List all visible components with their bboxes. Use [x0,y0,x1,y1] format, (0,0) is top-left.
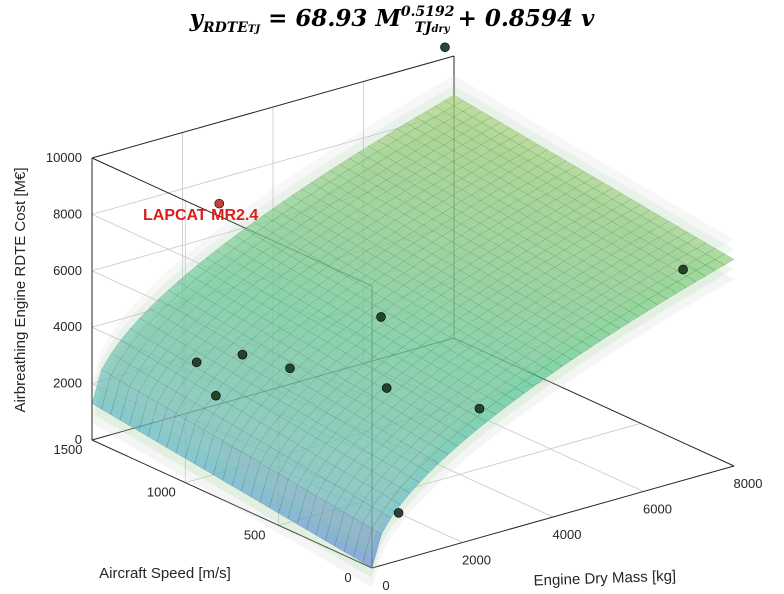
title-var2: v [580,5,595,32]
surface-cell [581,355,601,367]
surface-cell [543,380,563,393]
surface-cell [524,381,544,394]
surface-cell [448,452,468,466]
title-exponent: 0.5192 [400,4,455,20]
surface-cell [657,307,677,319]
surface-cell [648,313,668,325]
surface-cell [667,301,687,313]
surface-cell [438,460,458,475]
title-equals: = [260,5,296,32]
surface-cell [400,496,420,513]
surface-cell [534,375,554,388]
surface-cell [620,319,639,331]
surface-cell [562,367,582,380]
surface-cell [677,295,696,308]
surface-cell [696,273,716,285]
surface-cell [515,400,534,413]
title-var: M [375,5,401,32]
title-plus: + [449,5,485,32]
surface-cell [543,368,563,381]
surface-cell [505,407,525,420]
surface-cell [610,325,630,337]
surface-cell [629,324,649,337]
surface-cell [572,349,592,362]
surface-cell [410,486,430,503]
y-axis-line [91,439,373,569]
surface-cell [658,296,678,308]
chart-title: yRDTETJ = 68.93 M0.5192TJdry + 0.8594 v [0,4,784,36]
surface-cell [496,414,515,428]
surface-cell [381,518,401,538]
surface-cell [696,284,715,296]
surface-cell [486,421,506,435]
surface-cell [638,318,658,331]
surface-cell [619,330,639,343]
surface-cell [524,393,544,407]
title-y: y [189,5,204,32]
x-axis-line [371,465,735,569]
surface-cell [715,273,734,285]
surface-cell [476,428,496,442]
title-coef2: 0.8594 [484,5,573,32]
surface-cell [572,361,592,374]
surface-cell [429,468,449,484]
surface-cell [686,290,706,302]
surfaces [91,75,735,588]
surface-cell [591,348,611,361]
surface-cell [553,362,573,375]
title-y-sub: RDTETJ [203,20,261,36]
surface-cell [486,409,506,422]
surface-cell [667,290,687,302]
surface-cell [610,336,630,349]
surface-cell [515,388,535,401]
surface-cell [600,342,620,355]
box-edge [91,55,455,159]
surface-cell [705,279,725,291]
surface-cell [581,343,601,356]
surface-cell [505,395,525,408]
surface-cell [686,279,706,291]
surface-cell [553,374,573,387]
title-coef1: 68.93 [295,5,368,32]
surface-cell [467,436,487,450]
surface-cell [629,313,649,325]
title-var-sub: TJdry [414,20,450,36]
surface-cell [362,548,382,588]
surface-cell [705,268,725,280]
surface-cell [419,477,439,493]
surface-cell [591,337,611,349]
surface-cell [677,284,697,296]
surface-cell [457,444,477,458]
surface-cell [562,355,582,368]
surface-cell [648,301,668,314]
surface-cell [601,331,620,343]
surface-cell [534,387,553,400]
surface-cell [639,307,658,319]
surface-cell [496,401,516,415]
